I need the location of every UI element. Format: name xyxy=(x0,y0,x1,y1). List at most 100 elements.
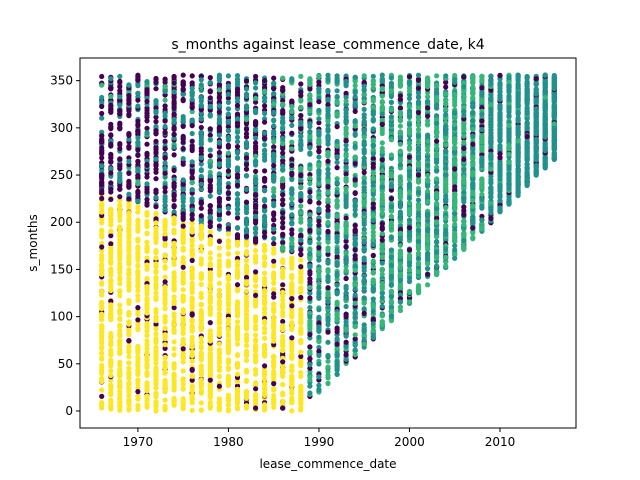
data-point xyxy=(316,344,322,351)
data-point xyxy=(225,239,231,245)
data-point xyxy=(271,131,277,137)
data-point xyxy=(262,377,268,383)
data-point xyxy=(135,222,141,228)
data-point xyxy=(370,269,376,275)
data-point xyxy=(352,143,358,150)
data-point xyxy=(379,174,385,180)
data-point xyxy=(379,125,385,131)
data-point xyxy=(361,106,367,112)
data-point xyxy=(343,244,349,250)
data-point xyxy=(153,408,159,414)
data-point xyxy=(243,315,250,322)
data-point xyxy=(271,144,277,150)
data-point xyxy=(117,277,123,283)
data-point xyxy=(198,161,204,167)
data-point xyxy=(307,326,313,332)
data-point xyxy=(352,247,358,253)
data-point xyxy=(171,74,177,81)
data-point xyxy=(234,225,241,231)
data-point xyxy=(271,386,277,392)
data-point xyxy=(198,107,204,113)
data-point xyxy=(153,169,159,175)
data-point xyxy=(289,122,295,128)
data-point xyxy=(307,269,313,275)
data-point xyxy=(316,116,322,122)
data-point xyxy=(189,147,195,154)
data-point xyxy=(452,96,458,102)
data-point xyxy=(271,162,277,169)
data-point xyxy=(289,387,295,393)
data-point xyxy=(334,213,340,219)
data-point xyxy=(497,194,503,200)
data-point xyxy=(180,359,186,365)
data-point xyxy=(162,189,168,195)
data-point xyxy=(180,368,186,374)
data-point xyxy=(207,169,213,175)
chart-title: s_months against lease_commence_date, k4 xyxy=(171,37,484,53)
data-point xyxy=(307,344,313,350)
data-point xyxy=(117,266,123,272)
data-point xyxy=(388,298,394,304)
data-point xyxy=(542,111,548,117)
data-point xyxy=(361,230,367,237)
data-point xyxy=(153,331,159,337)
data-point xyxy=(189,109,195,115)
data-point xyxy=(352,315,358,321)
data-point xyxy=(207,250,213,256)
data-point xyxy=(280,297,286,303)
data-point xyxy=(325,166,331,172)
data-point xyxy=(289,265,295,271)
data-point xyxy=(388,318,394,324)
data-point xyxy=(117,213,123,219)
data-point xyxy=(117,120,123,126)
data-point xyxy=(271,287,277,293)
data-point xyxy=(452,91,458,97)
data-point xyxy=(135,356,141,362)
data-point xyxy=(361,192,367,199)
data-point xyxy=(370,73,376,79)
data-point xyxy=(225,195,231,202)
data-point xyxy=(189,243,195,249)
data-point xyxy=(271,275,277,281)
data-point xyxy=(126,225,132,231)
data-point xyxy=(262,229,268,236)
data-point xyxy=(325,269,331,275)
data-point xyxy=(253,230,259,236)
data-point xyxy=(334,371,340,377)
data-point xyxy=(117,217,123,223)
data-point xyxy=(198,141,204,147)
data-point xyxy=(307,365,313,371)
data-point xyxy=(289,377,295,383)
data-point xyxy=(325,118,331,124)
data-point xyxy=(370,285,376,292)
data-point xyxy=(325,298,331,304)
data-point xyxy=(180,323,186,329)
data-point xyxy=(289,176,295,183)
data-point xyxy=(406,210,413,217)
data-point xyxy=(515,180,521,186)
data-point xyxy=(243,126,250,132)
data-point xyxy=(316,144,322,150)
data-point xyxy=(443,263,449,269)
data-point xyxy=(334,337,340,344)
data-point xyxy=(117,182,123,188)
data-point xyxy=(262,217,268,223)
data-point xyxy=(307,295,313,301)
data-point xyxy=(415,223,422,229)
data-point xyxy=(216,373,222,379)
data-point xyxy=(388,247,394,253)
data-point xyxy=(216,140,222,146)
data-point xyxy=(262,270,268,276)
data-point xyxy=(370,137,376,143)
data-point xyxy=(425,243,431,250)
data-point xyxy=(461,127,467,133)
data-point xyxy=(325,273,331,279)
data-point xyxy=(253,158,259,164)
data-point xyxy=(443,148,449,154)
data-point xyxy=(144,200,150,206)
data-point xyxy=(425,266,431,272)
data-point xyxy=(207,320,213,326)
data-point xyxy=(461,98,467,104)
data-point xyxy=(180,247,186,253)
data-point xyxy=(406,189,413,195)
